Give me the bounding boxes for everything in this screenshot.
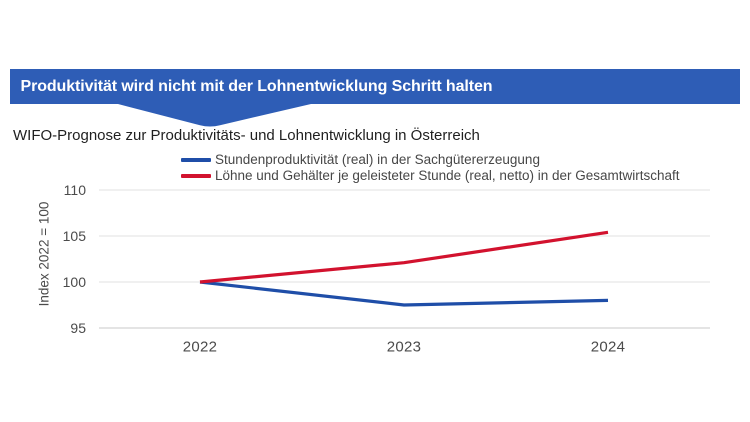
headline-banner: Produktivität wird nicht mit der Lohnent… (10, 69, 740, 104)
y-tick-label-110: 110 (64, 182, 87, 198)
series-line-1 (199, 230, 609, 284)
legend-item-wages: Löhne und Gehälter je geleisteter Stunde… (181, 168, 680, 184)
chart-subtitle: WIFO-Prognose zur Produktivitäts- und Lo… (13, 127, 480, 144)
y-axis-tick-labels: 95 100 105 110 (63, 182, 87, 336)
x-axis-tick-labels: 2022 2023 2024 (183, 339, 626, 356)
y-axis-title: Index 2022 = 100 (37, 202, 52, 307)
legend-swatch-blue-line (181, 158, 211, 162)
y-tick-label-95: 95 (70, 320, 86, 336)
y-tick-label-105: 105 (63, 228, 87, 244)
x-tick-label-2022: 2022 (183, 339, 218, 356)
x-tick-label-2023: 2023 (387, 339, 422, 356)
legend-label-productivity: Stundenproduktivität (real) in der Sachg… (215, 152, 540, 167)
y-tick-label-100: 100 (63, 274, 87, 290)
headline-text: Produktivität wird nicht mit der Lohnent… (20, 77, 493, 95)
legend-swatch-red-line (181, 174, 211, 178)
chart-legend: Stundenproduktivität (real) in der Sachg… (181, 152, 680, 184)
series-line-0 (199, 280, 609, 307)
legend-item-productivity: Stundenproduktivität (real) in der Sachg… (181, 152, 680, 168)
gridlines (99, 189, 710, 329)
data-series-lines (199, 230, 609, 307)
banner-tail-pointer (118, 104, 311, 127)
x-tick-label-2024: 2024 (591, 339, 626, 356)
legend-label-wages: Löhne und Gehälter je geleisteter Stunde… (215, 168, 680, 183)
